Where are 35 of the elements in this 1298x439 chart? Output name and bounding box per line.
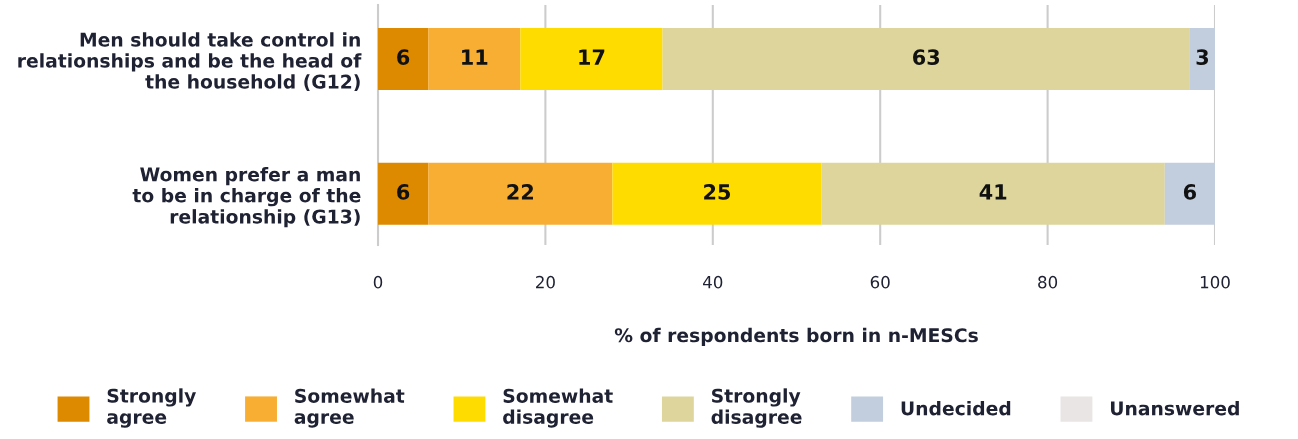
x-tick-label: 60 <box>870 275 890 289</box>
y-tick-label: Men should take control in relationships and be the head of the household (G12) <box>18 32 362 91</box>
legend-label: Unanswered <box>1110 400 1239 416</box>
data-label: 17 <box>579 49 605 65</box>
legend-label: Undecided <box>901 400 1011 416</box>
data-label: 6 <box>397 184 410 200</box>
x-tick-label: 40 <box>703 275 723 289</box>
x-tick-label: 0 <box>373 275 383 289</box>
y-tick-label: Women prefer a man to be in charge of the relationship (G13) <box>132 167 361 228</box>
legend-label: Somewhat agree <box>294 388 405 428</box>
data-label: 3 <box>1196 49 1209 65</box>
x-axis-title: % of respondents born in n-MESCs <box>614 327 978 346</box>
bar <box>612 162 822 225</box>
legend-label: Strongly disagree <box>711 388 802 428</box>
data-label: 6 <box>397 49 410 65</box>
data-label: 41 <box>979 184 1007 200</box>
bar <box>1164 162 1215 225</box>
legend-label: Strongly agree <box>107 388 196 428</box>
bar <box>428 162 613 225</box>
legend-label: Somewhat disagree <box>503 388 613 428</box>
data-label: 25 <box>704 184 731 200</box>
bar <box>520 27 663 90</box>
data-label: 6 <box>1183 184 1197 200</box>
data-label: 63 <box>913 49 940 65</box>
x-tick-label: 80 <box>1038 275 1058 289</box>
x-tick-label: 20 <box>536 275 555 289</box>
data-label: 11 <box>462 49 488 65</box>
x-tick-label: 100 <box>1200 275 1230 289</box>
data-label: 22 <box>507 184 533 200</box>
bar <box>378 162 429 225</box>
bar <box>1189 27 1215 90</box>
bar <box>662 27 1190 90</box>
bar <box>428 27 521 90</box>
bar <box>378 27 429 90</box>
bar <box>821 162 1165 225</box>
